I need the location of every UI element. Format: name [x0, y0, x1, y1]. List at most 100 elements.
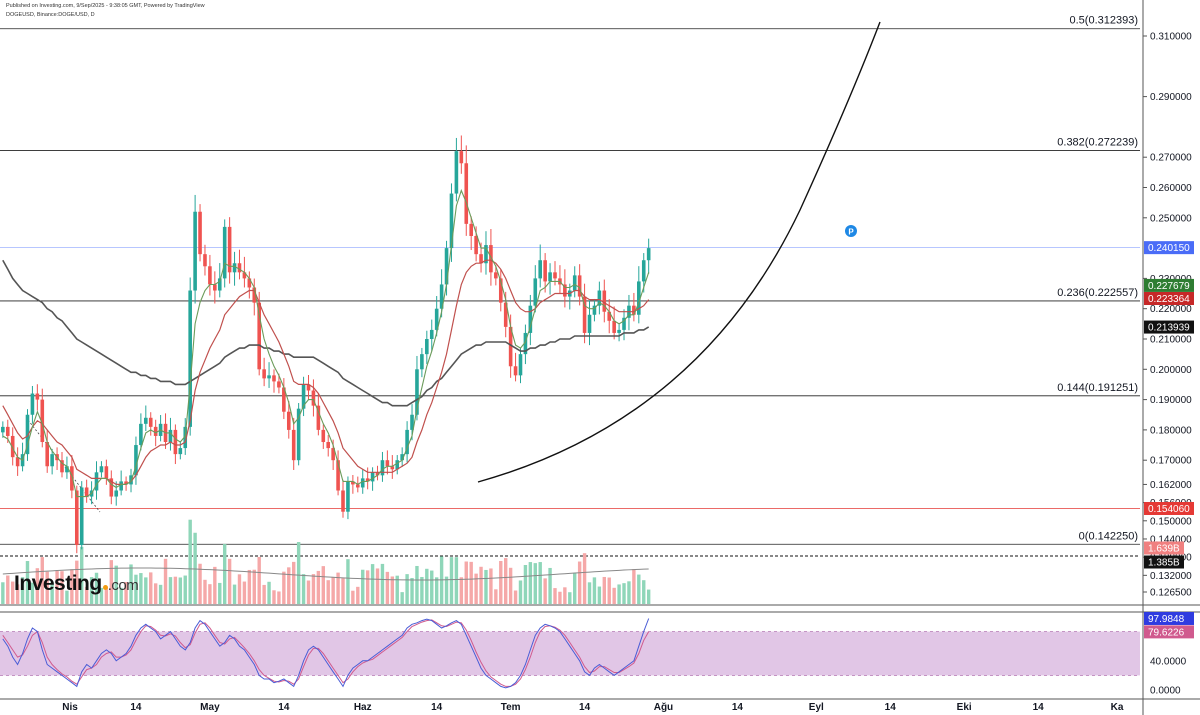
candle-body [153, 426, 158, 436]
volume-bar [622, 583, 626, 604]
candle-body [498, 278, 503, 303]
candle-body [365, 478, 370, 482]
volume-bar [153, 583, 158, 604]
volume-bar [415, 565, 419, 604]
candle-body [301, 384, 306, 409]
candle-body [203, 254, 207, 267]
candle-body [523, 332, 528, 355]
volume-tag-box [1144, 541, 1184, 555]
candle-body [508, 326, 513, 367]
volume-bar [11, 581, 15, 604]
candle-body [272, 375, 276, 382]
price-tick-label: 0.220000 [1150, 304, 1192, 315]
candle-body [439, 284, 444, 309]
time-tick-label: 14 [130, 702, 142, 713]
volume-bar [15, 584, 20, 604]
volume-bar [637, 574, 641, 604]
candle-body [341, 490, 345, 512]
volume-bar [45, 571, 49, 604]
candle-body [168, 429, 173, 443]
volume-bar [582, 553, 587, 604]
volume-bar [365, 570, 370, 604]
candle-body [548, 272, 552, 282]
volume-bar [523, 565, 528, 604]
price-tick-label: 0.200000 [1150, 365, 1192, 376]
volume-bar [434, 577, 439, 604]
price-tick-label: 0.144000 [1150, 534, 1192, 545]
candle-body [139, 423, 143, 446]
stoch-tag-box [1144, 611, 1194, 625]
volume-bar [558, 591, 562, 604]
volume-bar [129, 564, 133, 604]
chart-header: Published on Investing.com, 9/Sep/2025 -… [6, 2, 205, 20]
candle-body [124, 481, 128, 485]
candle-body [30, 393, 35, 415]
candle-body [183, 426, 188, 449]
candle-body [232, 263, 237, 273]
volume-bar [504, 558, 508, 604]
candle-body [1, 426, 5, 433]
volume-bar [646, 589, 651, 604]
volume-bar [642, 580, 646, 604]
volume-bar [356, 586, 360, 604]
candle-body [316, 405, 321, 430]
volume-bar [272, 590, 276, 604]
volume-bar [30, 582, 35, 604]
volume-bar [80, 546, 84, 604]
volume-bar [287, 567, 291, 604]
candle-body [479, 254, 483, 264]
price-tick-label: 0.150000 [1150, 516, 1192, 527]
volume-bar [528, 562, 533, 604]
volume-bar [577, 561, 582, 604]
volume-bar [518, 580, 523, 604]
volume-bar [227, 558, 232, 604]
volume-bar [587, 582, 592, 604]
price-tick-label: 0.190000 [1150, 395, 1192, 406]
candle-body [311, 390, 316, 406]
volume-bar [60, 571, 64, 604]
stoch-k-line [2, 618, 650, 689]
stoch-tag-box [1144, 625, 1194, 639]
price-tick-label: 0.132000 [1150, 571, 1192, 582]
candle-body [617, 329, 621, 333]
volume-bar [193, 532, 197, 604]
volume-ma-line [2, 567, 649, 581]
volume-bar [321, 566, 325, 604]
candle-body [252, 287, 257, 303]
volume-bar [20, 577, 25, 604]
logo-suffix: .com [107, 577, 139, 594]
p-marker-text: P [848, 228, 854, 237]
volume-bar [188, 519, 192, 604]
parabolic-curve-line [477, 21, 881, 483]
volume-bar [89, 577, 94, 604]
ma-slow-line [2, 259, 650, 407]
volume-bar [114, 565, 118, 604]
candle-body [222, 226, 227, 279]
candle-body [380, 460, 385, 476]
stoch-tick-label: 0.0000 [1150, 686, 1181, 697]
volume-bar [597, 586, 602, 604]
volume-bar [70, 569, 74, 604]
volume-bar [479, 566, 483, 604]
candle-body [217, 278, 222, 291]
time-tick-label: 14 [732, 702, 744, 713]
volume-bar [632, 569, 636, 604]
volume-bar [65, 590, 69, 604]
volume-bar [178, 577, 183, 604]
dotted-trendline [27, 419, 101, 513]
price-axis: 0.310000 0.290000 0.270000 0.260000 0.250000… [1143, 32, 1192, 697]
volume-bar [444, 576, 449, 604]
candle-body [582, 296, 587, 333]
volume-bar [208, 584, 212, 604]
candle-body [119, 481, 123, 491]
price-tag-box [1144, 241, 1194, 255]
candle-body [592, 305, 597, 315]
price-tag-label: 0.227679 [1148, 281, 1190, 292]
candle-body [395, 460, 400, 470]
candle-body [434, 308, 439, 330]
candle-body [134, 445, 138, 476]
price-tick-label: 0.260000 [1150, 183, 1192, 194]
volume-bar [222, 544, 227, 604]
candle-body [188, 290, 192, 427]
time-tick-label: Eyl [809, 702, 824, 713]
